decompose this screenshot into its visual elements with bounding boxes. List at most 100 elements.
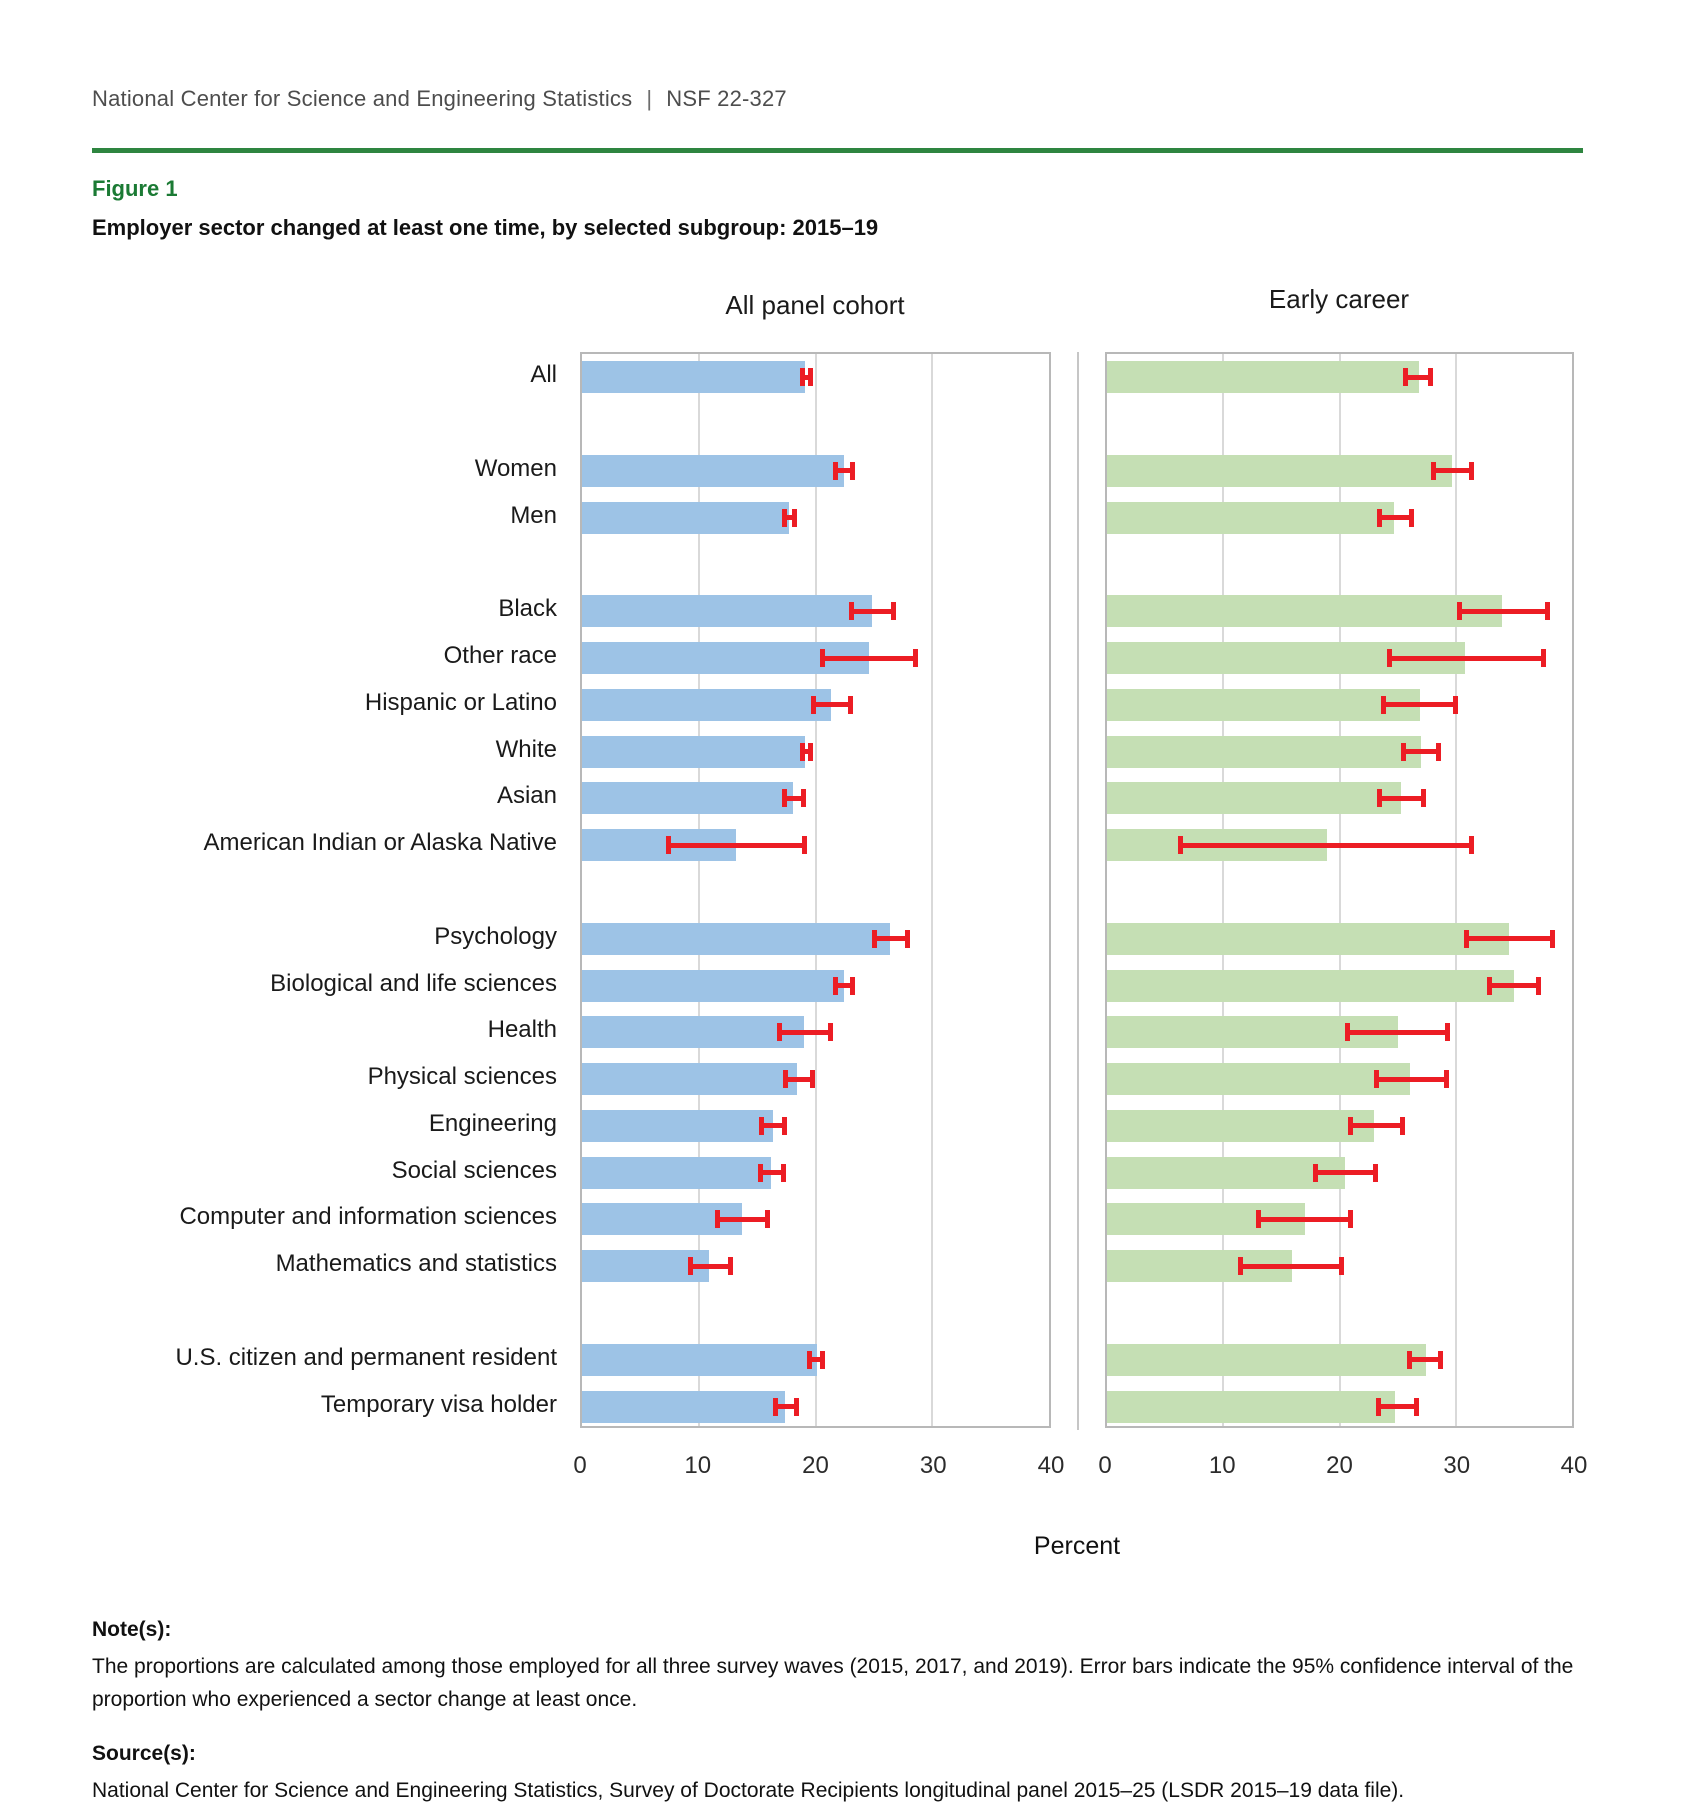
error-bar <box>1401 742 1441 761</box>
x-tick-label: 40 <box>1037 1452 1065 1479</box>
category-label: Women <box>474 454 557 482</box>
bar <box>1107 1390 1396 1423</box>
error-bar <box>810 695 853 714</box>
error-bar <box>1487 976 1542 995</box>
category-label: Biological and life sciences <box>270 969 557 997</box>
error-bar <box>833 976 856 995</box>
bar <box>582 501 789 534</box>
error-bar <box>1374 1070 1450 1089</box>
error-bar <box>833 461 856 480</box>
x-tick-label: 30 <box>919 1452 947 1479</box>
error-bar <box>773 1397 800 1416</box>
error-bar <box>1406 1350 1443 1369</box>
org-name: National Center for Science and Engineer… <box>92 86 633 111</box>
error-bar <box>800 742 814 761</box>
bar <box>1107 595 1503 628</box>
category-label: Hispanic or Latino <box>364 688 557 716</box>
bar <box>1107 782 1402 815</box>
error-bar <box>820 649 919 668</box>
error-bar <box>1375 1397 1419 1416</box>
error-bar <box>1403 368 1433 387</box>
bar <box>1107 1343 1426 1376</box>
gridline <box>697 354 700 1426</box>
bar <box>1107 969 1514 1002</box>
category-label: Other race <box>443 642 557 670</box>
error-bar <box>1312 1163 1378 1182</box>
bar <box>1107 688 1420 721</box>
error-bar <box>800 368 814 387</box>
error-bar <box>1456 602 1550 621</box>
source-text: National Center for Science and Engineer… <box>92 1779 1405 1802</box>
error-bar <box>1238 1257 1345 1276</box>
bar <box>582 688 831 721</box>
figure-label: Figure 1 <box>92 176 178 201</box>
notes-text: The proportions are calculated among tho… <box>92 1655 1574 1711</box>
bar <box>1107 1156 1346 1189</box>
figure-title: Employer sector changed at least one tim… <box>92 215 879 240</box>
bar <box>582 1109 774 1142</box>
x-tick-label: 10 <box>1208 1452 1236 1479</box>
error-bar <box>1376 789 1426 808</box>
error-bar <box>807 1350 825 1369</box>
gridline <box>1454 354 1457 1426</box>
error-bar <box>715 1210 770 1229</box>
error-bar <box>849 602 897 621</box>
error-bar <box>781 508 797 527</box>
category-label: U.S. citizen and permanent resident <box>175 1343 557 1371</box>
brand-rule <box>92 148 1583 153</box>
category-label: Asian <box>496 782 557 810</box>
bar <box>582 595 872 628</box>
panel-title-early-career: Early career <box>1268 284 1410 314</box>
bar <box>582 922 891 955</box>
error-bar <box>1345 1023 1450 1042</box>
error-bar <box>666 836 808 855</box>
bar <box>582 782 794 815</box>
bar <box>582 1343 817 1376</box>
x-tick-label: 0 <box>573 1452 587 1479</box>
error-bar <box>759 1116 788 1135</box>
category-label: American Indian or Alaska Native <box>203 829 557 857</box>
category-label: Mathematics and statistics <box>275 1250 557 1278</box>
error-bar <box>688 1257 733 1276</box>
source-label: Source(s): <box>92 1742 196 1765</box>
notes-label: Note(s): <box>92 1618 172 1641</box>
bar <box>582 1390 786 1423</box>
category-label: Engineering <box>428 1109 557 1137</box>
bar <box>1107 1109 1375 1142</box>
x-tick-label: 30 <box>1443 1452 1471 1479</box>
report-number: NSF 22-327 <box>666 86 787 111</box>
bar <box>582 454 844 487</box>
bar <box>582 1016 804 1049</box>
x-tick-label: 0 <box>1098 1452 1112 1479</box>
category-label: White <box>495 735 557 763</box>
gridline <box>1222 354 1225 1426</box>
error-bar <box>1381 695 1459 714</box>
error-bar <box>871 929 911 948</box>
bar <box>582 735 805 768</box>
error-bar <box>1376 508 1415 527</box>
bar <box>1107 735 1421 768</box>
error-bar <box>781 789 807 808</box>
header-separator: | <box>646 86 653 111</box>
bar <box>1107 501 1395 534</box>
bar <box>1107 922 1510 955</box>
category-label: Social sciences <box>391 1156 557 1184</box>
category-label: Temporary visa holder <box>320 1390 557 1418</box>
error-bar <box>1255 1210 1354 1229</box>
x-tick-label: 40 <box>1560 1452 1588 1479</box>
bar <box>582 361 805 394</box>
report-header: National Center for Science and Engineer… <box>92 86 787 112</box>
gridline <box>931 354 934 1426</box>
bar <box>582 969 844 1002</box>
gridline <box>1338 354 1341 1426</box>
category-label: Men <box>510 501 557 529</box>
bar <box>1107 454 1453 487</box>
x-tick-label: 20 <box>1326 1452 1353 1479</box>
error-bar <box>1431 461 1475 480</box>
panel-early-career <box>1105 352 1574 1428</box>
gridline <box>814 354 817 1426</box>
category-label: Black <box>498 595 557 623</box>
bar <box>582 1063 797 1096</box>
bar <box>582 1250 710 1283</box>
